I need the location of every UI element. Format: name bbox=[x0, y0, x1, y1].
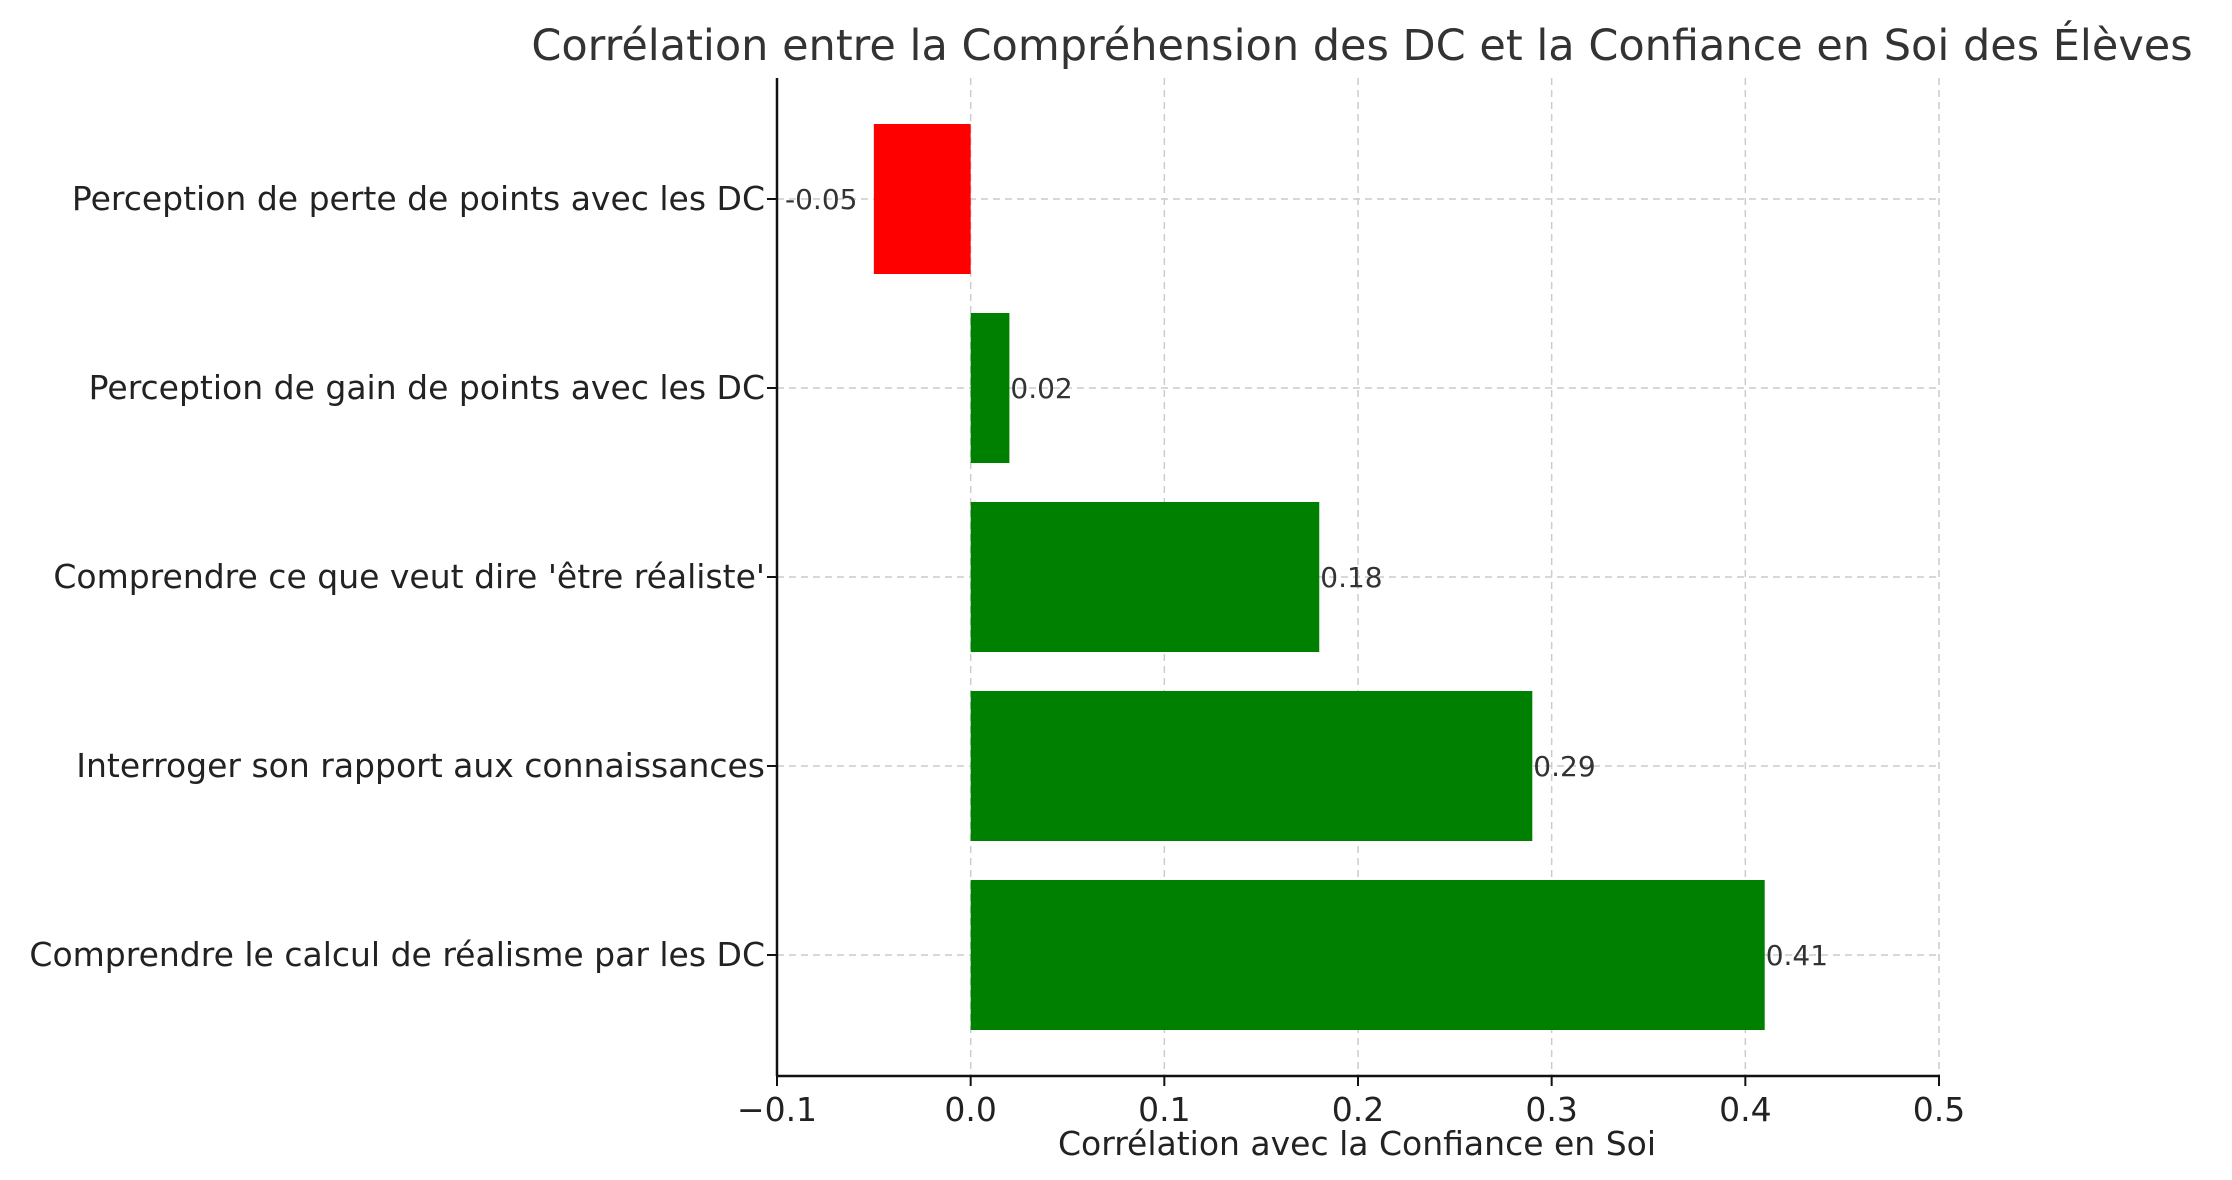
bar-value-label: -0.05 bbox=[785, 183, 857, 216]
bars bbox=[873, 124, 1765, 1030]
chart-title: Corrélation entre la Compréhension des D… bbox=[531, 20, 2192, 71]
bar-value-label: 0.02 bbox=[1010, 372, 1072, 405]
x-tick-label: 0.5 bbox=[1913, 1090, 1965, 1129]
category-label: Comprendre ce que veut dire 'être réalis… bbox=[53, 557, 765, 596]
category-label: Perception de perte de points avec les D… bbox=[72, 179, 765, 218]
category-label: Interroger son rapport aux connaissances bbox=[76, 746, 765, 785]
bar-value-label: 0.41 bbox=[1766, 939, 1828, 972]
bar bbox=[970, 502, 1320, 652]
category-label: Comprendre le calcul de réalisme par les… bbox=[29, 935, 765, 974]
x-tick-label: 0.1 bbox=[1138, 1090, 1190, 1129]
bar-value-label: 0.18 bbox=[1320, 561, 1382, 594]
bar bbox=[873, 124, 971, 274]
category-labels: Perception de perte de points avec les D… bbox=[29, 179, 765, 974]
x-axis-label: Corrélation avec la Confiance en Soi bbox=[1058, 1124, 1656, 1163]
data-labels: -0.05 0.02 0.18 0.29 0.41 bbox=[785, 183, 1828, 972]
x-tick-label: 0.3 bbox=[1525, 1090, 1577, 1129]
bar-value-label: 0.29 bbox=[1533, 750, 1595, 783]
category-label: Perception de gain de points avec les DC bbox=[89, 368, 765, 407]
bar bbox=[970, 880, 1765, 1030]
bar bbox=[970, 313, 1010, 463]
x-tick-label: 0.2 bbox=[1332, 1090, 1384, 1129]
bar bbox=[970, 691, 1533, 841]
x-axis-ticks: −0.1 0.0 0.1 0.2 0.3 0.4 0.5 bbox=[737, 198, 1965, 1129]
x-tick-label: 0.0 bbox=[944, 1090, 996, 1129]
x-tick-label: 0.4 bbox=[1719, 1090, 1771, 1129]
x-tick-label: −0.1 bbox=[737, 1090, 817, 1129]
